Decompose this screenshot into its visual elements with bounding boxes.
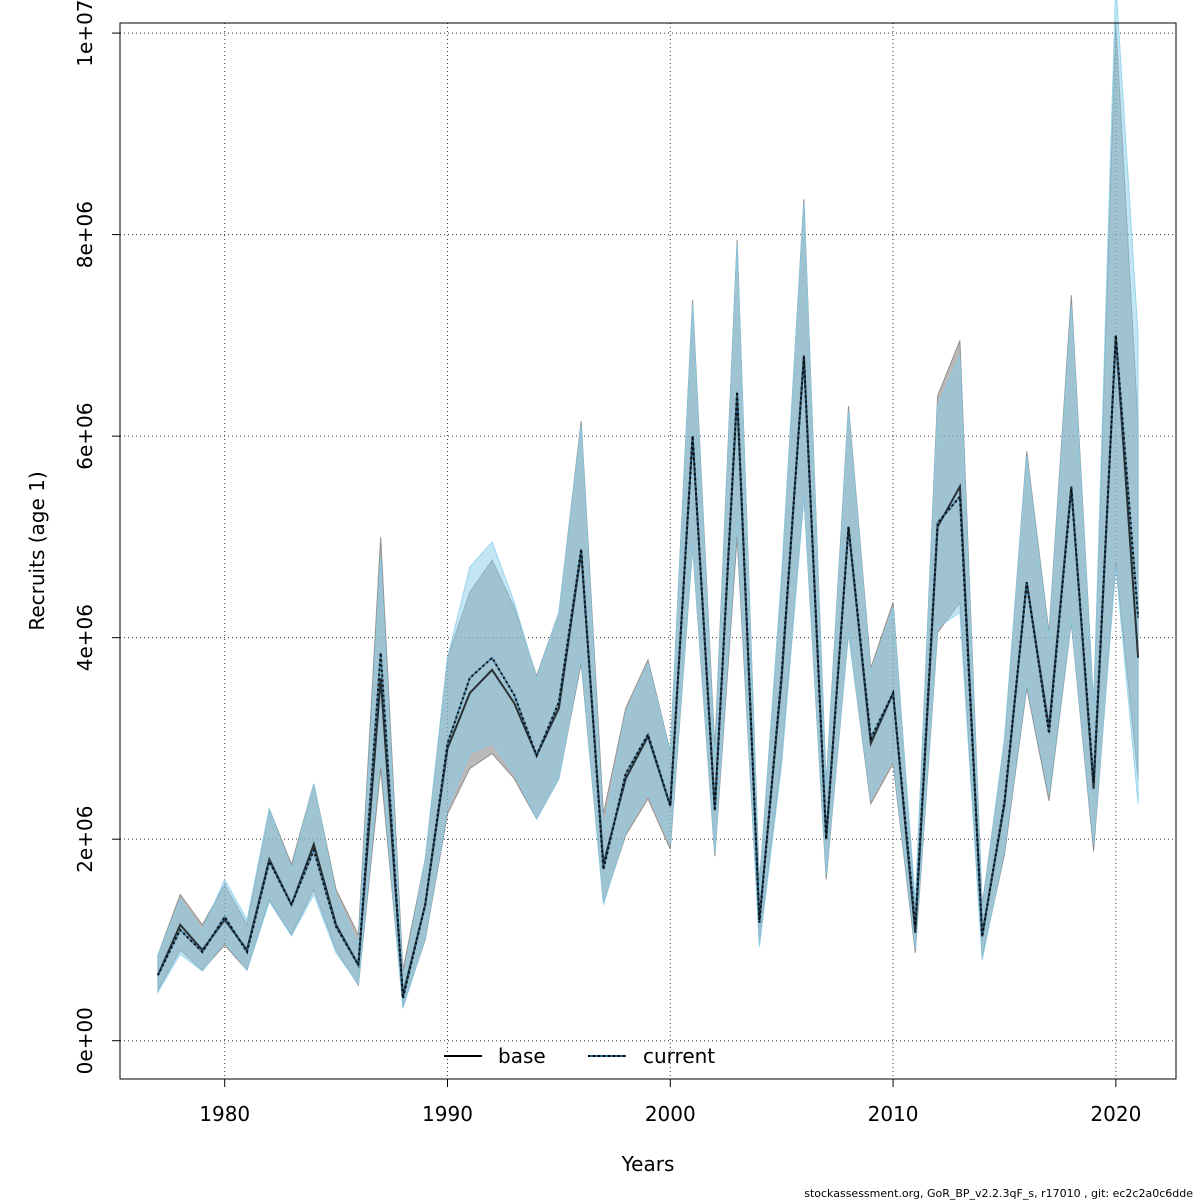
x-tick-label: 1980 xyxy=(199,1102,250,1126)
x-tick-label: 2020 xyxy=(1090,1102,1141,1126)
y-tick-label: 2e+06 xyxy=(73,806,97,873)
footer-note: stockassessment.org, GoR_BP_v2.2.3qF_s, … xyxy=(804,1187,1193,1200)
y-axis-title: Recruits (age 1) xyxy=(25,471,49,630)
x-tick-label: 2010 xyxy=(868,1102,919,1126)
y-tick-label: 1e+07 xyxy=(73,0,97,67)
y-tick-label: 6e+06 xyxy=(73,403,97,470)
y-tick-label: 8e+06 xyxy=(73,201,97,268)
current-confidence-band xyxy=(157,0,1139,1009)
series-lines xyxy=(156,335,1140,999)
grid xyxy=(120,23,1176,1079)
current-line xyxy=(157,335,1140,999)
x-tick-label: 2000 xyxy=(645,1102,696,1126)
confidence-bands xyxy=(157,0,1139,1009)
legend-label-base: base xyxy=(498,1044,546,1068)
plot-frame xyxy=(119,22,1177,1080)
x-axis-title: Years xyxy=(621,1152,675,1176)
legend: base current xyxy=(444,1044,715,1068)
legend-label-current: current xyxy=(643,1044,715,1068)
axes: 1980 1990 2000 2010 2020 0e+00 2e+06 4e+06 6e+06… xyxy=(73,0,1141,1126)
y-tick-label: 0e+00 xyxy=(73,1007,97,1074)
x-tick-label: 1990 xyxy=(422,1102,473,1126)
y-tick-label: 4e+06 xyxy=(73,604,97,671)
